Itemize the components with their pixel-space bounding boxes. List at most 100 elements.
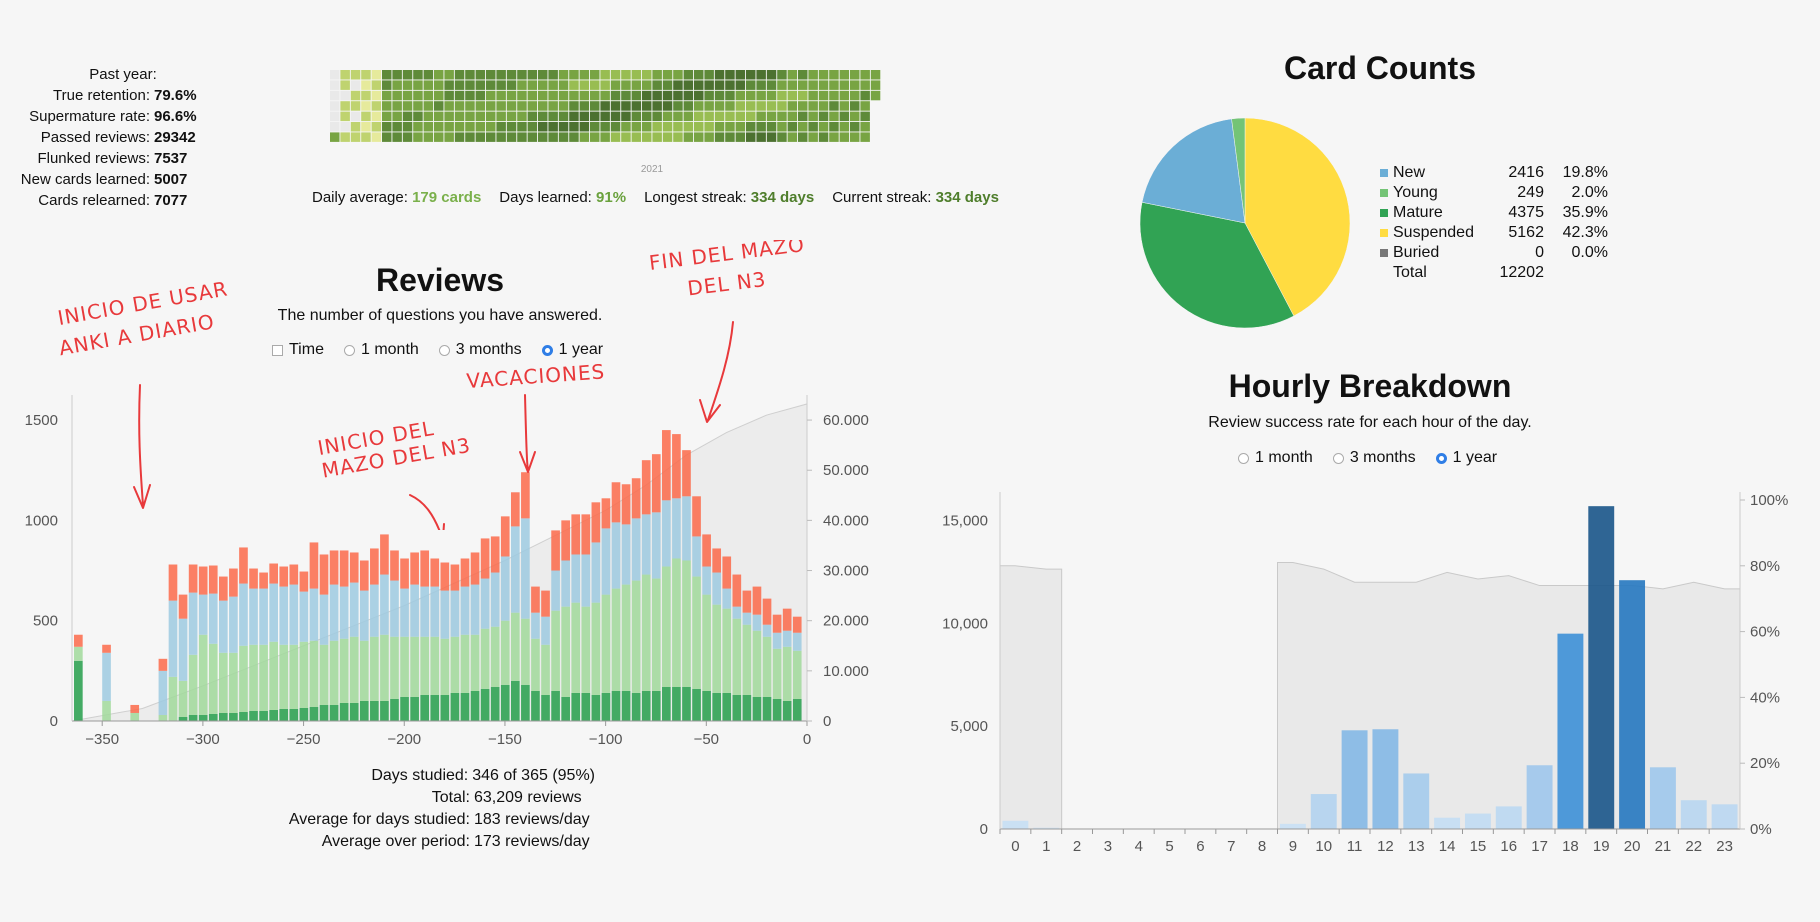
heatmap-cell (340, 90, 350, 101)
review-bar-relearning (349, 552, 359, 583)
review-bar-learning (662, 500, 671, 567)
legend-percent: 0.0% (1571, 244, 1608, 261)
hourly-x-tick-label: 18 (1562, 838, 1579, 855)
reviews-range-option[interactable]: 1 month (343, 341, 419, 359)
review-bar-learning (102, 652, 111, 701)
heatmap-cell (662, 101, 673, 111)
legend-row: Young 249 2.0% (1380, 183, 1608, 203)
annotation-n3-end-2: DEL N3 (686, 267, 768, 300)
reviews-summary-row: Average for days studied: 183 reviews/day (250, 809, 595, 831)
heatmap-cell (579, 70, 590, 80)
review-bar-young (490, 626, 500, 687)
heatmap-cell (694, 80, 704, 90)
reviews-x-tick-label: −150 (488, 731, 522, 748)
review-bar-relearning (732, 574, 742, 607)
review-bar-learning (561, 560, 570, 607)
review-bar-relearning (410, 552, 419, 585)
heatmap-cell (444, 111, 454, 122)
hourly-range-radio[interactable] (1332, 452, 1344, 464)
stat-row: Supermature rate: 96.6% (10, 106, 210, 127)
review-bar-mature (692, 688, 701, 721)
reviews-range-radio[interactable] (438, 344, 450, 356)
review-bar-mature (470, 690, 480, 721)
legend-count: 249 (1517, 184, 1544, 201)
reviews-x-tick-label: −350 (85, 731, 119, 748)
review-bar-relearning (460, 558, 470, 587)
heatmap-cell (839, 132, 850, 142)
heatmap-cell (465, 90, 475, 101)
heatmap-cell (746, 101, 756, 111)
review-bar-young (420, 636, 430, 695)
review-bar-young (319, 644, 329, 705)
legend-label: Buried (1393, 244, 1440, 261)
heatmap-summary-item: Daily average: 179 cards (312, 189, 481, 206)
hourly-chart: 0 1 2 3 4 5 6 7 8 9 10 11 12 13 14 15 16 17 18 19 20 21 22 2305… (942, 492, 1788, 855)
heatmap-cell (704, 90, 714, 101)
reviews-range-option[interactable]: 1 year (541, 341, 603, 359)
heatmap-cell (548, 132, 558, 142)
review-bar-learning (621, 524, 631, 585)
review-bar-mature (299, 707, 309, 721)
heatmap-cell (517, 111, 527, 122)
reviews-x-tick-label: −250 (287, 731, 321, 748)
review-bar-relearning (712, 548, 722, 573)
heatmap-cell (642, 122, 652, 132)
review-bar-learning (611, 522, 621, 589)
legend-percent: 35.9% (1562, 204, 1608, 221)
heatmap-cell (600, 101, 610, 111)
review-bar-mature (571, 692, 581, 721)
hourly-range-radio[interactable] (1435, 452, 1447, 464)
review-bar-learning (460, 586, 470, 635)
hourly-range-option-label: 1 month (1255, 449, 1313, 466)
heatmap-cell (839, 80, 850, 90)
heatmap-cell (600, 111, 610, 122)
hourly-range-option[interactable]: 1 month (1238, 449, 1313, 467)
heatmap-cell (402, 111, 413, 122)
heatmap-cell (798, 101, 808, 111)
heatmap-cell (673, 80, 683, 90)
heatmap-cell (808, 90, 818, 101)
heatmap-cell (569, 90, 579, 101)
heatmap-cell (392, 111, 402, 122)
hourly-range-option[interactable]: 3 months (1332, 449, 1416, 467)
review-bar-learning (168, 600, 178, 677)
heatmap-cell (361, 101, 371, 111)
review-bar-mature (410, 696, 419, 721)
review-bar-young (259, 644, 268, 711)
reviews-summary-row: Days studied: 346 of 365 (95%) (250, 765, 595, 787)
review-bar-relearning (259, 572, 268, 589)
review-bar-relearning (752, 586, 762, 615)
heatmap-cell (673, 132, 683, 142)
heatmap-cell (714, 132, 725, 142)
heatmap-cell (652, 101, 662, 111)
hourly-range-option[interactable]: 1 year (1435, 449, 1497, 467)
heatmap-cell (621, 122, 631, 132)
heatmap-cell (777, 111, 787, 122)
reviews-range-option[interactable]: 3 months (438, 341, 522, 359)
heatmap-cell (787, 111, 798, 122)
heatmap-cell (766, 122, 777, 132)
heatmap-cell (621, 90, 631, 101)
reviews-range-checkbox[interactable] (272, 344, 283, 356)
review-bar-mature (521, 684, 530, 721)
review-bar-young (662, 566, 671, 687)
heatmap-cell (756, 111, 766, 122)
review-bar-relearning (269, 563, 279, 584)
heatmap-cell (818, 80, 829, 90)
heatmap-cell (486, 70, 496, 80)
heatmap-cell (330, 132, 340, 142)
heatmap-cell (371, 70, 382, 80)
hourly-range-radio[interactable] (1238, 452, 1249, 464)
review-bar-mature (188, 714, 198, 721)
reviews-range-radio[interactable] (343, 344, 355, 356)
heatmap-cell (704, 80, 714, 90)
heatmap-cell (496, 101, 506, 111)
heatmap-cell (579, 80, 590, 90)
heatmap-cell (413, 80, 423, 90)
heatmap-summary-item: Current streak: 334 days (832, 189, 999, 206)
heatmap-summary-value: 334 days (935, 189, 999, 206)
reviews-range-radio[interactable] (541, 344, 553, 356)
review-bar-young (370, 636, 379, 701)
reviews-range-option[interactable]: Time (272, 341, 324, 359)
heatmap-cell (798, 122, 808, 132)
